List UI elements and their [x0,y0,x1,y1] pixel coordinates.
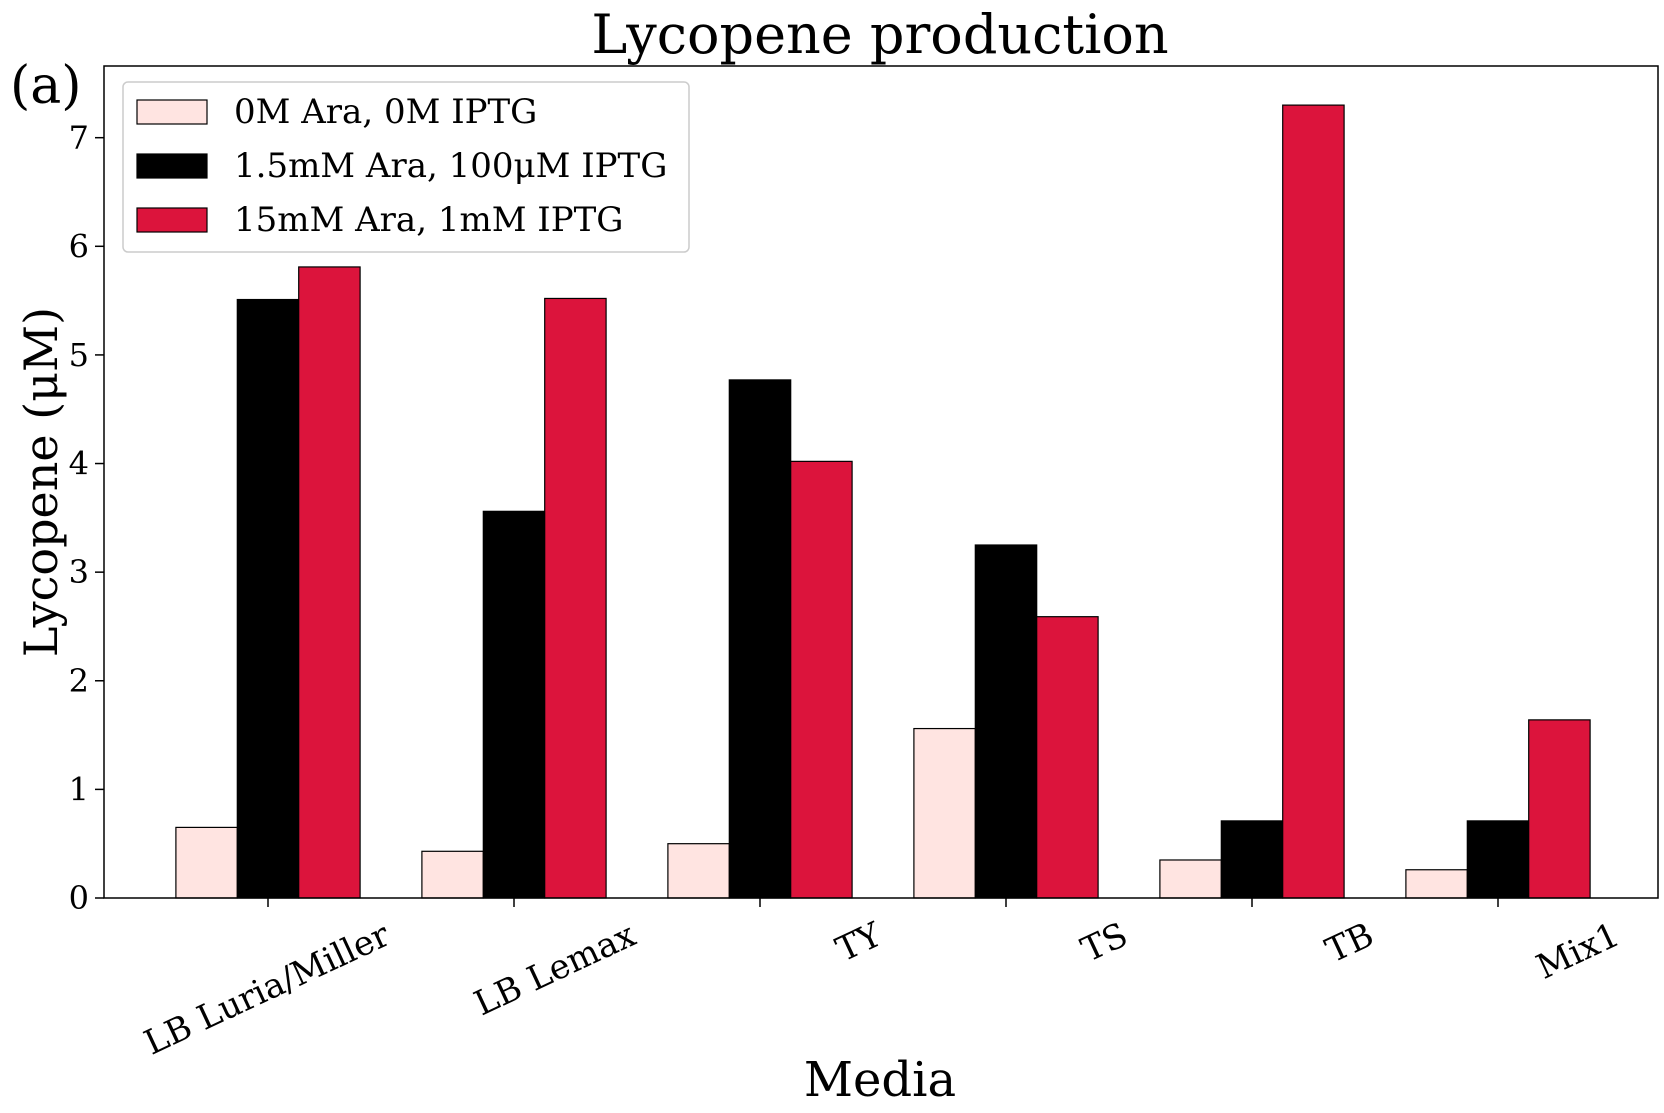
legend-label-2: 1.5mM Ara, 100μM IPTG [234,146,667,186]
x-axis: LB Luria/Miller LB Lemax TY TS TB Mix1 [138,898,1626,1063]
bar-2-5 [1220,820,1284,899]
y-tick-label: 5 [69,336,89,374]
x-tick-label: TS [1075,915,1134,971]
panel-label: (a) [10,56,82,116]
plot-frame [103,65,1659,899]
x-tick-label: LB Lemax [468,915,641,1024]
bar-2-2 [482,510,546,899]
legend: 0M Ara, 0M IPTG 1.5mM Ara, 100μM IPTG 15mM… [122,81,690,253]
legend-label-1: 0M Ara, 0M IPTG [234,92,537,132]
bar-2-3 [728,379,792,899]
bar-1-6 [1405,869,1468,899]
legend-swatch-3 [136,207,208,233]
y-tick-label: 6 [69,227,89,265]
bar-3-2 [544,297,607,899]
bar-3-6 [1528,719,1591,899]
bar-1-1 [175,826,238,899]
x-tick-label: TB [1320,915,1380,971]
legend-swatch-1 [136,99,208,125]
bars-group [175,104,1591,899]
x-tick-label: Mix1 [1531,915,1626,988]
legend-box [122,81,690,253]
y-tick-label: 3 [69,553,89,591]
bar-2-6 [1466,820,1530,899]
x-axis-label: Media [804,1052,956,1108]
y-axis-label: Lycopene (μM) [14,307,68,657]
bar-1-3 [667,843,730,899]
chart-title: Lycopene production [591,3,1168,66]
legend-label-3: 15mM Ara, 1mM IPTG [234,200,623,240]
x-tick-label: LB Luria/Miller [138,915,396,1064]
bar-3-1 [298,266,361,899]
y-tick-label: 1 [69,770,89,808]
bar-1-5 [1159,859,1222,899]
bar-3-4 [1036,616,1099,899]
y-tick-label: 2 [69,662,89,700]
bar-1-4 [913,727,976,899]
y-tick-label: 7 [69,119,89,157]
legend-swatch-2 [136,153,208,179]
y-tick-label: 4 [69,445,89,483]
y-tick-label: 0 [69,879,89,917]
x-tick-label: TY [830,915,888,971]
bar-2-1 [236,298,300,899]
bar-3-5 [1282,104,1345,899]
bar-2-4 [974,544,1038,899]
bar-1-2 [421,850,484,899]
bar-3-3 [790,460,853,899]
y-axis: 0 1 2 3 4 5 6 7 [69,119,104,917]
